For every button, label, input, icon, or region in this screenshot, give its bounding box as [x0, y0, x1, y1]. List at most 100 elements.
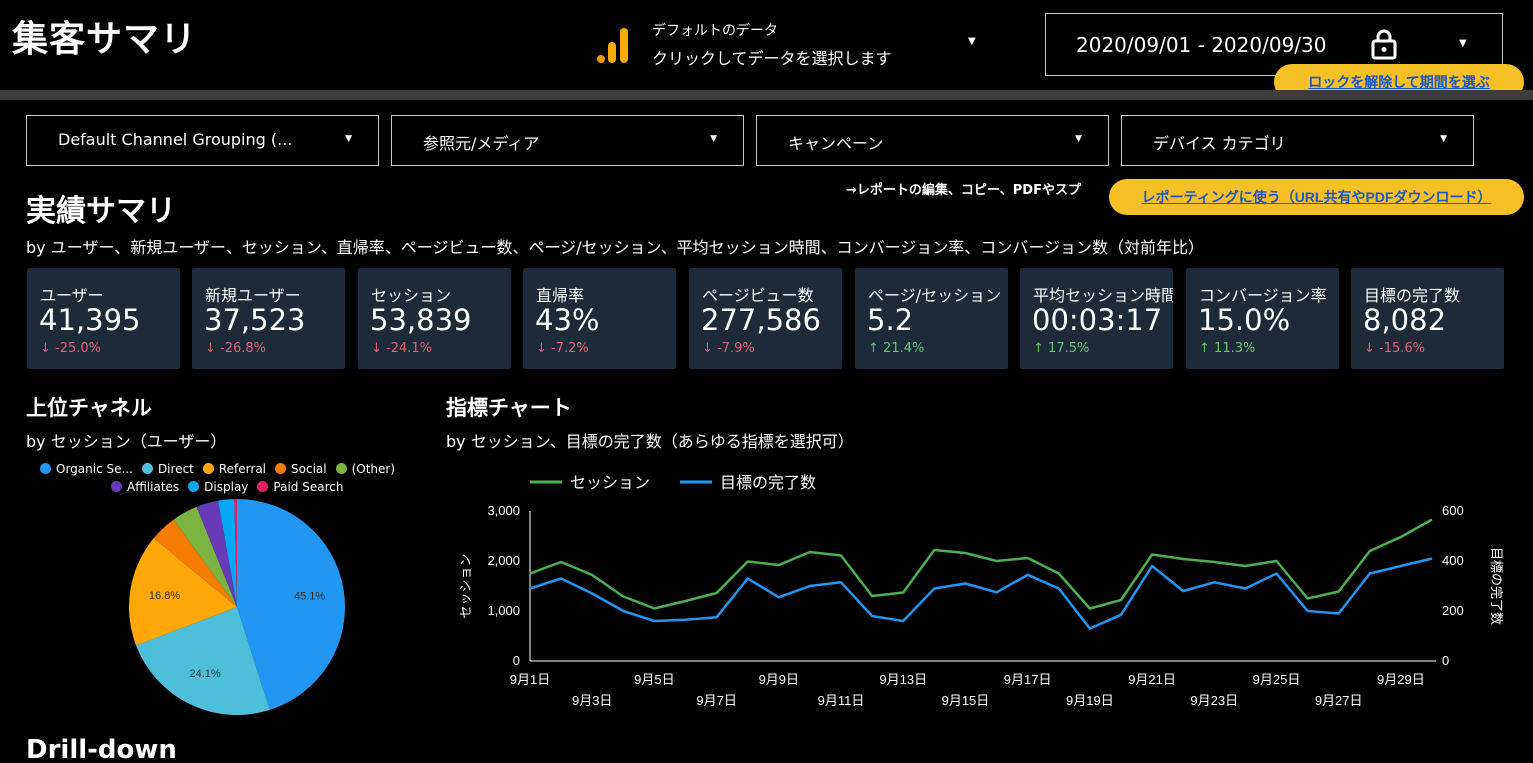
- legend-label: Paid Search: [273, 480, 344, 494]
- date-range-value: 2020/09/01 - 2020/09/30: [1076, 33, 1327, 57]
- arrow-down-icon: ↓: [371, 341, 382, 356]
- y-tick-label: 3,000: [487, 503, 520, 518]
- legend-item: Social: [275, 462, 327, 476]
- pie-slice: [237, 499, 345, 710]
- kpi-label: 目標の完了数: [1364, 286, 1461, 305]
- kpi-delta-value: 21.4%: [883, 341, 925, 356]
- filter-label: Default Channel Grouping (...: [58, 130, 293, 149]
- kpi-card: ページビュー数 277,586 ↓ -7.9%: [689, 268, 842, 369]
- kpi-delta: ↓ -24.1%: [371, 341, 432, 356]
- x-tick-label: 9月13日: [879, 672, 927, 687]
- kpi-delta-value: -25.0%: [55, 341, 102, 356]
- legend-label: Affiliates: [127, 480, 180, 494]
- x-tick-label: 9月25日: [1253, 672, 1301, 687]
- channels-subtitle: by セッション（ユーザー）: [26, 432, 227, 451]
- kpi-delta: ↓ -7.9%: [702, 341, 755, 356]
- legend-swatch: [257, 481, 269, 492]
- summary-subtitle: by ユーザー、新規ユーザー、セッション、直帰率、ページビュー数、ページ/セッシ…: [26, 238, 1204, 257]
- kpi-value: 277,586: [701, 303, 821, 337]
- lock-icon: [1371, 29, 1397, 60]
- analytics-bars-icon: [597, 28, 628, 63]
- section-title-channels: 上位チャネル: [26, 396, 152, 420]
- pie-slice: [218, 499, 237, 607]
- series-line: [529, 518, 1433, 610]
- kpi-delta-value: 11.3%: [1214, 341, 1256, 356]
- arrow-up-icon: ↑: [868, 341, 879, 356]
- section-title-metric-chart: 指標チャート: [446, 396, 572, 420]
- y-tick-label: 1,000: [487, 603, 520, 618]
- y2-tick-label: 0: [1442, 653, 1449, 668]
- pie-slice: [173, 506, 237, 607]
- arrow-down-icon: ↓: [205, 341, 216, 356]
- filter-source-medium[interactable]: 参照元/メディア ▼: [391, 115, 744, 166]
- caret-down-icon: ▼: [1459, 38, 1467, 49]
- kpi-delta-value: -24.1%: [386, 341, 433, 356]
- legend-item: Referral: [202, 462, 267, 476]
- arrow-up-icon: ↑: [1033, 341, 1044, 356]
- kpi-label: ページビュー数: [702, 286, 814, 305]
- legend-label: Social: [291, 462, 327, 476]
- metric-chart-subtitle: by セッション、目標の完了数（あらゆる指標を選択可）: [446, 432, 854, 451]
- legend-label: Referral: [218, 462, 267, 476]
- legend-swatch: [141, 463, 153, 474]
- kpi-card: ユーザー 41,395 ↓ -25.0%: [27, 268, 180, 369]
- kpi-delta: ↑ 17.5%: [1033, 341, 1089, 356]
- kpi-card: 新規ユーザー 37,523 ↓ -26.8%: [192, 268, 345, 369]
- legend-label: Direct: [157, 462, 194, 476]
- kpi-delta: ↑ 21.4%: [868, 341, 924, 356]
- kpi-label: ユーザー: [40, 286, 104, 305]
- edit-note: →レポートの編集、コピー、PDFやスプ: [846, 183, 1081, 198]
- datasource-title: デフォルトのデータ: [652, 23, 778, 39]
- datasource-hint: クリックしてデータを選択します: [652, 49, 892, 68]
- section-title-summary: 実績サマリ: [26, 194, 176, 229]
- kpi-value: 53,839: [370, 303, 472, 337]
- arrow-up-icon: ↑: [1199, 341, 1210, 356]
- x-tick-label: 9月27日: [1315, 693, 1363, 708]
- legend-item: Organic Se...: [40, 462, 133, 476]
- pie-slice: [234, 499, 237, 607]
- legend-item: Paid Search: [257, 480, 343, 494]
- channels-pie-chart: 45.1% 24.1% 16.8%: [129, 499, 345, 715]
- pie-legend-row2: Affiliates Display Paid Search: [111, 480, 352, 494]
- kpi-card: セッション 53,839 ↓ -24.1%: [358, 268, 511, 369]
- x-tick-label: 9月5日: [634, 672, 674, 687]
- kpi-delta-value: -7.9%: [717, 341, 755, 356]
- kpi-card: 直帰率 43% ↓ -7.2%: [523, 268, 676, 369]
- kpi-delta: ↑ 11.3%: [1199, 341, 1255, 356]
- kpi-card: 目標の完了数 8,082 ↓ -15.6%: [1351, 268, 1504, 369]
- kpi-delta-value: -15.6%: [1379, 341, 1426, 356]
- reporting-link-button[interactable]: レポーティングに使う（URL共有やPDFダウンロード）: [1109, 179, 1524, 215]
- pie-slice: [196, 500, 237, 607]
- y2-tick-label: 200: [1442, 603, 1464, 618]
- filter-channel-grouping[interactable]: Default Channel Grouping (... ▼: [26, 115, 379, 166]
- legend-swatch: [202, 463, 214, 474]
- legend-swatch: [188, 481, 200, 492]
- metric-line-chart: セッション 目標の完了数01,0002,0003,0000200400600セッシ…: [458, 474, 1504, 708]
- x-tick-label: 9月23日: [1190, 693, 1238, 708]
- datasource-selector[interactable]: デフォルトのデータ クリックしてデータを選択します ▼: [592, 18, 992, 72]
- kpi-value: 37,523: [204, 303, 306, 337]
- pie-slice: [136, 607, 270, 715]
- y2-tick-label: 400: [1442, 553, 1464, 568]
- kpi-delta: ↓ -15.6%: [1364, 341, 1425, 356]
- legend-swatch: [335, 463, 347, 474]
- legend-item: Display: [188, 480, 248, 494]
- pie-slice: [129, 538, 237, 646]
- legend-label: Organic Se...: [56, 462, 133, 476]
- pie-slice-label: 45.1%: [294, 591, 325, 603]
- arrow-down-icon: ↓: [40, 341, 51, 356]
- filter-campaign[interactable]: キャンペーン ▼: [756, 115, 1109, 166]
- y-axis-label: セッション: [458, 553, 473, 618]
- y-tick-label: 0: [513, 653, 520, 668]
- caret-down-icon: ▼: [1075, 134, 1082, 144]
- legend-label: セッション: [570, 475, 650, 492]
- page-title: 集客サマリ: [12, 19, 198, 60]
- x-tick-label: 9月19日: [1066, 693, 1114, 708]
- filter-device-category[interactable]: デバイス カテゴリ ▼: [1121, 115, 1474, 166]
- legend-swatch: [111, 481, 122, 492]
- x-tick-label: 9月21日: [1128, 672, 1176, 687]
- kpi-card: コンバージョン率 15.0% ↑ 11.3%: [1186, 268, 1339, 369]
- kpi-delta-value: -26.8%: [220, 341, 267, 356]
- arrow-down-icon: ↓: [702, 341, 713, 356]
- legend-swatch: [275, 463, 287, 474]
